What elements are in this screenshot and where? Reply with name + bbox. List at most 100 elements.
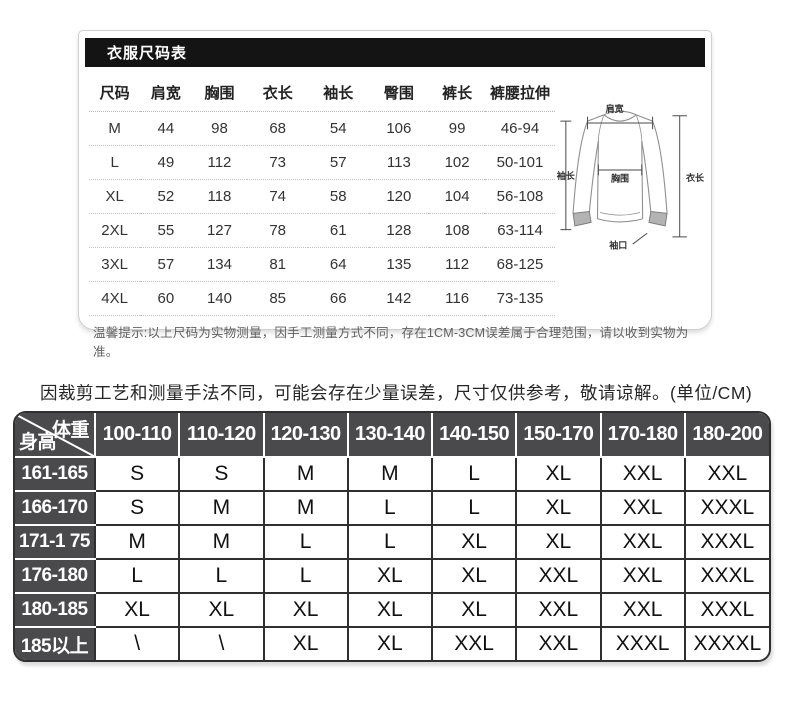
table-row: 2XL 55 127 78 61 128 108 63-114 bbox=[89, 213, 555, 248]
table-cell: 118 bbox=[191, 179, 248, 214]
column-header-cell: 臀围 bbox=[368, 73, 430, 112]
table-cell: XXL bbox=[515, 592, 602, 628]
table-cell: 57 bbox=[307, 145, 369, 180]
table-cell: XXL bbox=[599, 524, 686, 560]
row-header-cell: 185以上 bbox=[15, 626, 96, 660]
size-chart-card: 衣服尺码表 尺码 肩宽 胸围 衣长 袖长 臀围 裤长 裤腰拉伸 M 44 98 68 54 106 99 4… bbox=[78, 30, 712, 359]
disclaimer-text: 因裁剪工艺和测量手法不同，可能会存在少量误差，尺寸仅供参考，敬请谅解。(单位/C… bbox=[40, 382, 753, 403]
column-header-cell: 尺码 bbox=[89, 73, 141, 112]
height-weight-table-container: 体重 身高 100-110 110-120 120-130 130-140 140-15… bbox=[13, 411, 771, 662]
corner-header-cell: 体重 身高 bbox=[15, 413, 97, 458]
table-cell: 128 bbox=[368, 213, 430, 248]
right-cuff bbox=[648, 211, 668, 227]
column-header-cell: 150-170 bbox=[515, 413, 602, 458]
table-cell: L bbox=[178, 558, 265, 594]
table-cell: XXL bbox=[599, 456, 686, 492]
table-cell: 73-135 bbox=[485, 281, 555, 316]
table-cell: 78 bbox=[247, 213, 308, 248]
column-header-cell: 180-200 bbox=[683, 413, 769, 458]
table-cell: 60 bbox=[140, 281, 192, 316]
table-row: 176-180 L L L XL XL XXL XXL XXXL bbox=[15, 558, 769, 594]
table-cell: L bbox=[262, 558, 349, 594]
table-row: M 44 98 68 54 106 99 46-94 bbox=[89, 111, 555, 146]
garment-length-label: 衣长 bbox=[686, 172, 705, 183]
table-cell: XL bbox=[346, 592, 434, 628]
table-cell: 50-101 bbox=[485, 145, 555, 180]
table-row: 185以上 \ \ XL XL XXL XXL XXXL XXXXL bbox=[15, 626, 769, 660]
table-cell: 54 bbox=[307, 111, 369, 146]
table-row: XL 52 118 74 58 120 104 56-108 bbox=[89, 179, 555, 214]
table-cell: XL bbox=[346, 626, 434, 660]
measure-table-head: 尺码 肩宽 胸围 衣长 袖长 臀围 裤长 裤腰拉伸 bbox=[89, 73, 555, 112]
table-cell: 108 bbox=[429, 213, 486, 248]
table-cell: 113 bbox=[368, 145, 430, 180]
height-weight-table-body: 161-165 S S M M L XL XXL XXL 166-170 S M M L L XL XXL XXX… bbox=[15, 456, 769, 660]
column-header-cell: 肩宽 bbox=[140, 73, 192, 112]
table-row: 180-185 XL XL XL XL XL XXL XXL XXXL bbox=[15, 592, 769, 628]
measurement-note: 温馨提示:以上尺码为实物测量，因手工测量方式不同，存在1CM-3CM误差属于合理… bbox=[93, 326, 689, 359]
height-weight-table: 体重 身高 100-110 110-120 120-130 130-140 140-15… bbox=[15, 413, 769, 660]
table-cell: M bbox=[262, 490, 349, 526]
table-cell: 44 bbox=[140, 111, 192, 146]
table-row: 166-170 S M M L L XL XXL XXXL bbox=[15, 490, 769, 526]
card-title-bar: 衣服尺码表 bbox=[85, 38, 705, 67]
card-body: 尺码 肩宽 胸围 衣长 袖长 臀围 裤长 裤腰拉伸 M 44 98 68 54 106 99 46-94 L 4… bbox=[79, 67, 711, 316]
column-header-cell: 裤长 bbox=[429, 73, 486, 112]
table-cell: 58 bbox=[307, 179, 369, 214]
table-cell: XXL bbox=[599, 558, 686, 594]
table-cell: L bbox=[430, 490, 518, 526]
table-cell: XL bbox=[262, 592, 349, 628]
table-cell: 63-114 bbox=[485, 213, 555, 248]
table-cell: XL bbox=[262, 626, 349, 660]
table-cell: 120 bbox=[368, 179, 430, 214]
table-cell: 104 bbox=[429, 179, 486, 214]
table-cell: \ bbox=[178, 626, 265, 660]
table-cell: 127 bbox=[191, 213, 248, 248]
column-header-cell: 袖长 bbox=[307, 73, 369, 112]
table-cell: XL bbox=[430, 592, 518, 628]
table-cell: L bbox=[430, 456, 518, 492]
table-row: 161-165 S S M M L XL XXL XXL bbox=[15, 456, 769, 492]
table-cell: XXL bbox=[515, 626, 602, 660]
table-cell: 112 bbox=[429, 247, 486, 282]
table-cell: XXXL bbox=[683, 524, 769, 560]
chest-label: 胸围 bbox=[611, 173, 629, 184]
column-header-cell: 衣长 bbox=[247, 73, 308, 112]
table-cell: 2XL bbox=[89, 213, 141, 248]
table-cell: 49 bbox=[140, 145, 192, 180]
table-cell: XXL bbox=[430, 626, 518, 660]
table-cell: 61 bbox=[307, 213, 369, 248]
table-cell: S bbox=[178, 456, 265, 492]
measure-table: 尺码 肩宽 胸围 衣长 袖长 臀围 裤长 裤腰拉伸 M 44 98 68 54 106 99 46-94 L 4… bbox=[89, 73, 555, 316]
column-header-cell: 裤腰拉伸 bbox=[485, 73, 555, 112]
column-header-cell: 140-150 bbox=[430, 413, 518, 458]
table-cell: 52 bbox=[140, 179, 192, 214]
table-cell: XL bbox=[93, 592, 181, 628]
table-cell: 56-108 bbox=[485, 179, 555, 214]
sleeve-length-label: 袖长 bbox=[556, 170, 576, 181]
table-cell: 64 bbox=[307, 247, 369, 282]
weight-axis-label: 体重 bbox=[51, 420, 90, 441]
table-cell: XL bbox=[515, 456, 602, 492]
table-cell: XL bbox=[515, 490, 602, 526]
table-cell: 81 bbox=[247, 247, 308, 282]
table-cell: S bbox=[93, 456, 181, 492]
column-header-cell: 胸围 bbox=[191, 73, 248, 112]
row-header-cell: 166-170 bbox=[15, 490, 96, 526]
height-axis-label: 身高 bbox=[19, 432, 57, 453]
table-cell: M bbox=[346, 456, 434, 492]
left-cuff bbox=[572, 211, 592, 227]
shirt-measurement-diagram: 肩宽 衣长 胸围 袖长 袖口 bbox=[556, 103, 705, 250]
table-cell: XL bbox=[430, 524, 518, 560]
table-cell: 68 bbox=[247, 111, 308, 146]
weight-header-row: 体重 身高 100-110 110-120 120-130 130-140 140-15… bbox=[15, 413, 769, 458]
table-cell: M bbox=[262, 456, 349, 492]
table-cell: XXXL bbox=[683, 558, 769, 594]
table-cell: 102 bbox=[429, 145, 486, 180]
row-header-cell: 161-165 bbox=[15, 456, 96, 492]
table-cell: 68-125 bbox=[485, 247, 555, 282]
table-cell: L bbox=[346, 490, 434, 526]
table-cell: XL bbox=[430, 558, 518, 594]
table-cell: 85 bbox=[247, 281, 308, 316]
table-cell: 98 bbox=[191, 111, 248, 146]
